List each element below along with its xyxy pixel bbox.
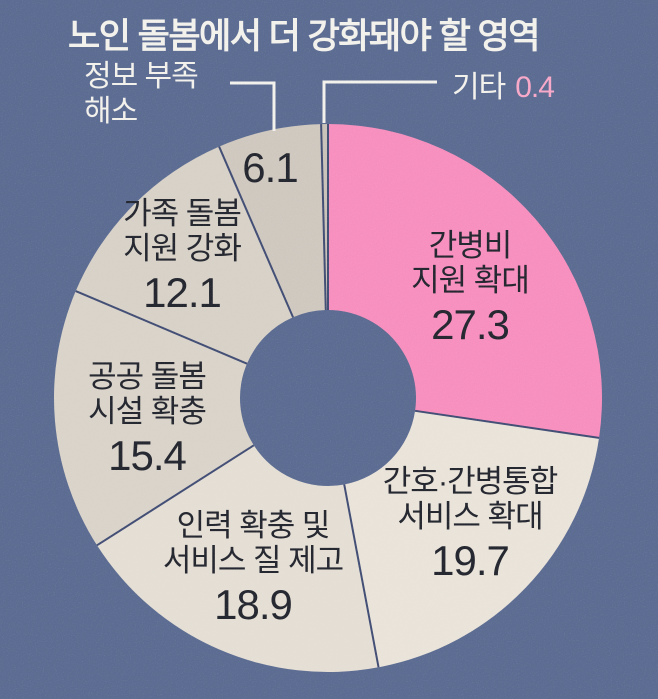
label-workforce: 인력 확충 및 서비스 질 제고 18.9 (162, 507, 344, 628)
label-etc-name: 기타 (452, 71, 506, 104)
label-info-shortage-line2: 해소 (84, 94, 138, 128)
label-family-care: 가족 돌봄 지원 강화 12.1 (123, 195, 242, 316)
label-public-facility-line1: 공공 돌봄 (88, 358, 207, 394)
label-family-care-line2: 지원 강화 (123, 230, 242, 266)
label-info-shortage: 정보 부족 해소 (84, 60, 199, 129)
label-care-cost-line2: 지원 확대 (411, 262, 530, 298)
label-integrated-service: 간호·간병통합 서비스 확대 19.7 (382, 463, 558, 584)
label-care-cost: 간병비 지원 확대 27.3 (411, 227, 530, 348)
label-workforce-line1: 인력 확충 및 (176, 507, 331, 543)
label-family-care-line1: 가족 돌봄 (123, 195, 242, 231)
label-etc-value: 0.4 (515, 71, 555, 104)
label-public-facility: 공공 돌봄 시설 확충 15.4 (88, 358, 207, 479)
label-public-facility-value: 15.4 (108, 431, 187, 479)
label-info-shortage-value: 6.1 (242, 144, 298, 191)
label-workforce-value: 18.9 (214, 580, 293, 628)
label-workforce-line2: 서비스 질 제고 (162, 542, 344, 578)
label-integrated-service-line2: 서비스 확대 (397, 498, 543, 534)
label-etc: 기타 0.4 (452, 71, 555, 106)
label-integrated-service-line1: 간호·간병통합 (382, 463, 558, 499)
label-integrated-service-value: 19.7 (431, 536, 510, 584)
callout-line-info-shortage (230, 81, 276, 131)
label-info-shortage-line1: 정보 부족 (84, 60, 199, 93)
label-family-care-value: 12.1 (143, 268, 222, 316)
label-care-cost-line1: 간병비 (428, 227, 513, 263)
chart-title: 노인 돌봄에서 더 강화돼야 할 영역 (68, 17, 540, 56)
label-public-facility-line2: 시설 확충 (88, 393, 207, 429)
label-care-cost-value: 27.3 (431, 300, 510, 348)
callout-line-etc (322, 80, 437, 123)
